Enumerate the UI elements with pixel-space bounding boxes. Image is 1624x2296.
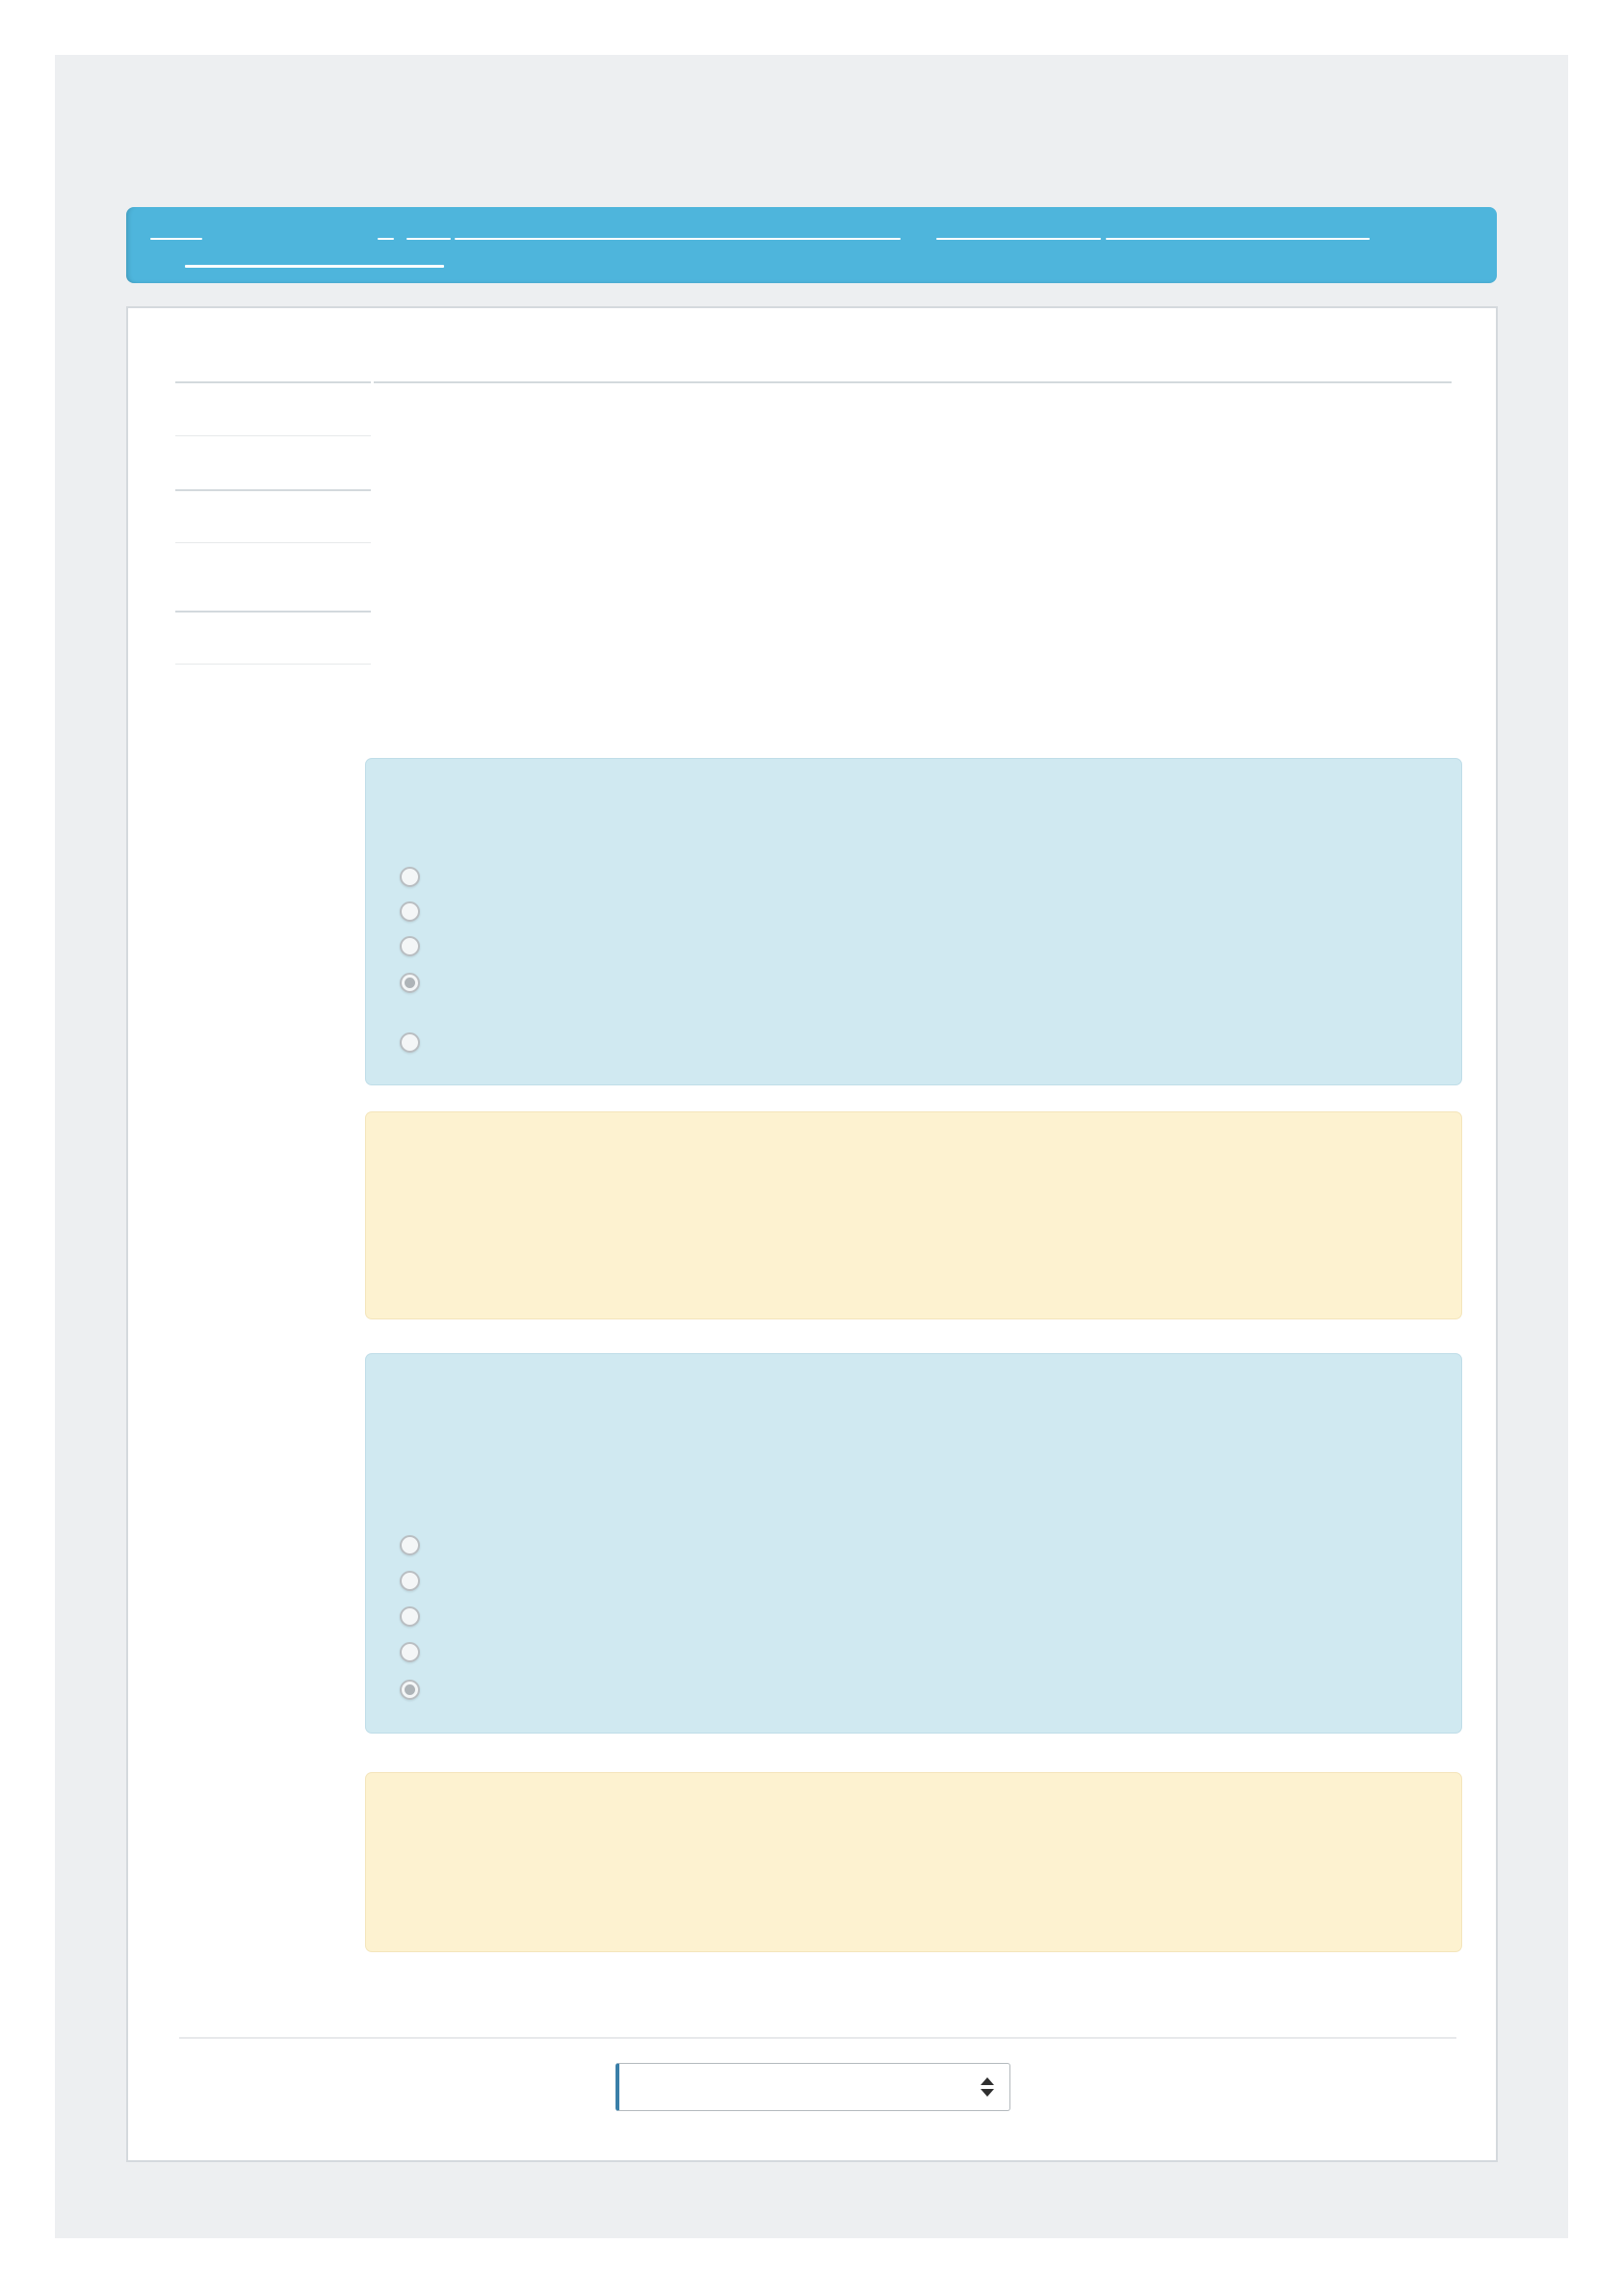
sidebar-divider-4	[175, 611, 371, 613]
info-panel-1	[365, 1111, 1462, 1319]
nav-link-6[interactable]	[1106, 238, 1370, 240]
q1-option-2[interactable]	[400, 901, 420, 922]
answer-select-dropdown[interactable]	[616, 2063, 1010, 2111]
q1-option-4[interactable]	[400, 973, 420, 993]
footer-divider	[179, 2037, 1456, 2039]
sidebar-top-rule	[175, 381, 371, 383]
nav-link-5[interactable]	[936, 238, 1101, 240]
header-subnav-link[interactable]	[185, 265, 444, 268]
question-panel-1	[365, 758, 1462, 1085]
sidebar-divider-2	[175, 489, 371, 491]
content-card	[126, 306, 1498, 2162]
content-top-rule	[374, 381, 1452, 383]
q1-option-5[interactable]	[400, 1032, 420, 1053]
sidebar-divider-5	[175, 664, 371, 665]
nav-link-2[interactable]	[378, 238, 394, 240]
info-panel-2	[365, 1772, 1462, 1952]
q1-option-3[interactable]	[400, 936, 420, 956]
sidebar-divider-3	[175, 542, 371, 543]
q2-option-1[interactable]	[400, 1535, 420, 1555]
sidebar-divider-1	[175, 435, 371, 436]
q2-option-2[interactable]	[400, 1571, 420, 1591]
q2-option-3[interactable]	[400, 1606, 420, 1627]
nav-link-4[interactable]	[455, 238, 901, 240]
header-nav-bar	[126, 207, 1497, 283]
nav-link-3[interactable]	[406, 238, 451, 240]
dropdown-arrows-icon	[981, 2077, 994, 2097]
nav-link-1[interactable]	[150, 238, 202, 240]
q2-option-4[interactable]	[400, 1642, 420, 1662]
q2-option-5[interactable]	[400, 1680, 420, 1700]
q1-option-1[interactable]	[400, 867, 420, 887]
question-panel-2	[365, 1353, 1462, 1734]
